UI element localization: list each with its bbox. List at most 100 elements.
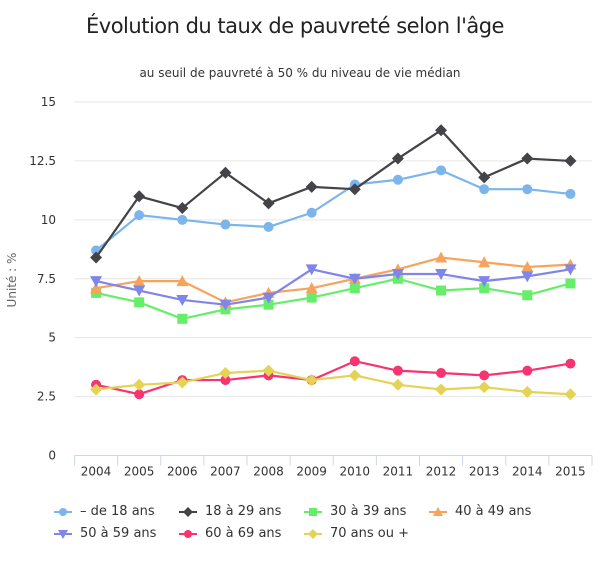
legend-marker <box>59 507 67 516</box>
legend-marker <box>58 529 68 539</box>
triangle-marker-icon <box>429 506 447 516</box>
x-tick-label: 2011 <box>383 465 414 479</box>
data-point <box>565 358 576 369</box>
x-tick-label: 2007 <box>210 465 241 479</box>
data-point <box>348 273 361 285</box>
data-point <box>263 299 274 310</box>
x-tick-label: 2014 <box>512 465 543 479</box>
data-point <box>436 285 447 296</box>
data-point <box>521 260 534 272</box>
x-tick-label: 2008 <box>253 465 284 479</box>
y-tick-label: 15 <box>41 95 56 109</box>
legend-item[interactable]: – de 18 ans <box>52 504 155 519</box>
data-point <box>90 251 103 264</box>
data-point <box>436 165 447 176</box>
x-tick-label: 2015 <box>555 465 586 479</box>
legend-item[interactable]: 70 ans ou + <box>302 526 409 541</box>
legend-marker <box>183 506 193 517</box>
legend-marker <box>184 529 192 538</box>
data-point <box>521 385 534 398</box>
data-point <box>391 269 404 281</box>
data-point <box>348 369 361 382</box>
data-point <box>219 367 232 380</box>
legend-label: 50 à 59 ans <box>80 526 157 541</box>
y-tick-label: 0 <box>48 449 56 463</box>
legend-label: 40 à 49 ans <box>455 504 532 519</box>
data-point <box>219 299 232 311</box>
y-tick-label: 5 <box>48 331 56 345</box>
y-tick-label: 7.5 <box>37 272 56 286</box>
data-point <box>521 152 534 165</box>
y-tick-label: 10 <box>41 213 56 227</box>
legend-item[interactable]: 50 à 59 ans <box>52 526 156 541</box>
line-chart: 0 2.5 5 7.5 10 12.5 15 2004 2005 2006 2007 2008 2009… <box>5 95 593 479</box>
series-2 <box>90 124 577 264</box>
chart-title: Évolution du taux de pauvreté selon l'âg… <box>86 14 504 38</box>
legend-item[interactable]: 18 à 29 ans <box>177 504 281 519</box>
data-point <box>262 292 275 304</box>
data-point <box>522 290 533 301</box>
data-point <box>305 282 318 294</box>
data-point <box>565 188 576 199</box>
data-point <box>522 184 533 195</box>
data-point <box>478 171 491 184</box>
legend-label: – de 18 ans <box>80 504 155 519</box>
data-point <box>133 378 146 391</box>
x-tick-label: 2005 <box>124 465 155 479</box>
series-line <box>95 369 571 396</box>
data-point <box>305 180 318 193</box>
data-point <box>479 184 490 195</box>
data-point <box>176 376 189 389</box>
data-point <box>392 174 403 185</box>
data-point <box>90 383 103 396</box>
legend-item[interactable]: 30 à 39 ans <box>302 504 406 519</box>
data-point <box>479 283 490 294</box>
series-line <box>95 277 571 320</box>
data-point <box>134 389 145 400</box>
legend-item[interactable]: 60 à 69 ans <box>177 526 281 541</box>
data-point <box>564 388 577 401</box>
data-point <box>391 378 404 391</box>
data-point <box>176 275 189 287</box>
series-line <box>95 256 571 304</box>
series-line <box>95 268 571 306</box>
data-point <box>262 197 275 210</box>
data-point <box>220 375 231 386</box>
data-point <box>306 292 317 303</box>
data-point <box>348 183 361 196</box>
data-point <box>391 152 404 165</box>
diamond-marker-icon <box>304 528 322 539</box>
chart-subtitle: au seuil de pauvreté à 50 % du niveau de… <box>139 66 461 80</box>
data-point <box>263 221 274 232</box>
series-5 <box>90 264 577 311</box>
data-point <box>134 297 145 308</box>
data-point <box>564 154 577 167</box>
data-point <box>521 271 534 283</box>
data-point <box>564 264 577 276</box>
data-point <box>133 275 146 287</box>
data-point <box>349 356 360 367</box>
circle-marker-icon <box>54 507 72 516</box>
data-point <box>133 285 146 297</box>
data-point <box>177 313 188 324</box>
data-point <box>305 264 318 276</box>
circle-marker-icon <box>179 529 197 538</box>
data-point <box>176 202 189 215</box>
x-tick-label: 2004 <box>81 465 112 479</box>
triangle-down-marker-icon <box>54 529 72 539</box>
y-tick-label: 2.5 <box>37 390 56 404</box>
legend-item[interactable]: 40 à 49 ans <box>427 504 531 519</box>
legend-marker <box>308 528 318 539</box>
data-point <box>478 256 491 268</box>
y-axis-label: Unité : % <box>5 253 19 308</box>
legend-label: 60 à 69 ans <box>205 526 282 541</box>
series-1 <box>91 165 576 256</box>
data-point <box>565 278 576 289</box>
data-point <box>479 370 490 381</box>
data-point <box>177 214 188 225</box>
legend-marker <box>309 507 317 516</box>
data-point <box>176 294 189 306</box>
x-tick-label: 2009 <box>296 465 327 479</box>
data-point <box>219 166 232 179</box>
